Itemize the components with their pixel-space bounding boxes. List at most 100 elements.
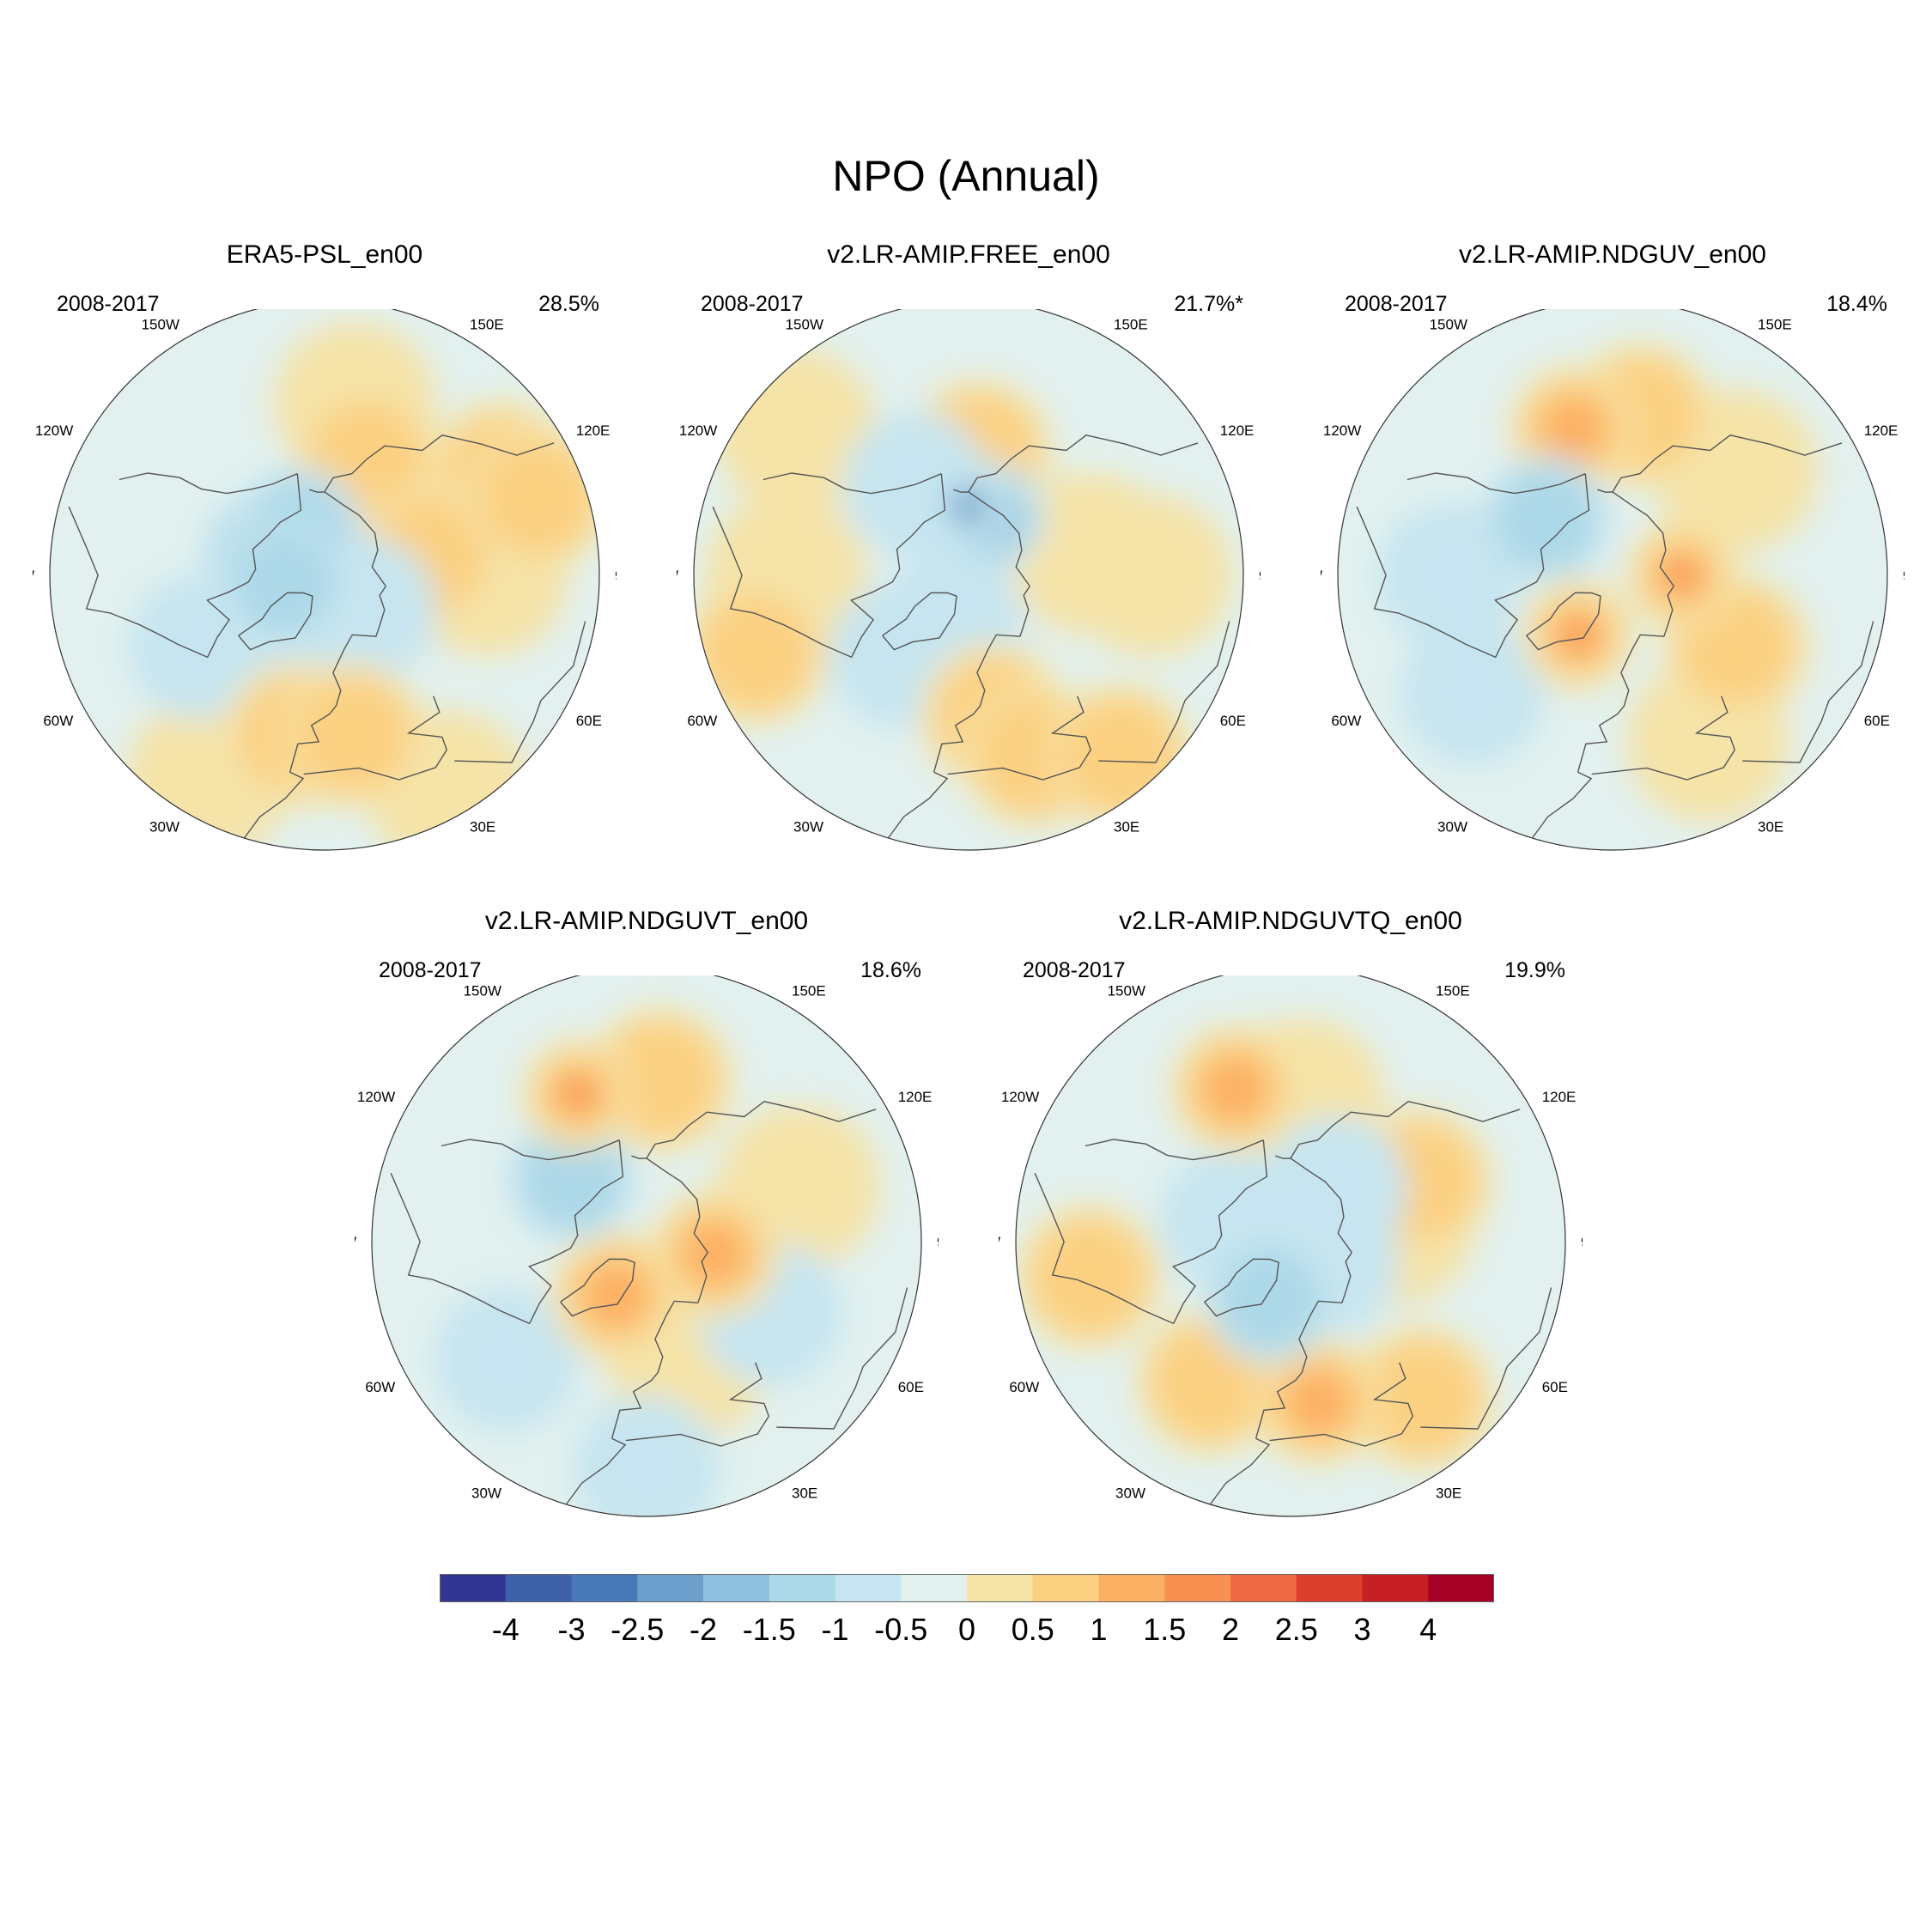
polar-map: 180150E120E90E60E30E030W60W90W120W150W (999, 975, 1583, 1525)
longitude-label: 120E (1864, 422, 1899, 439)
longitude-label: 150W (1430, 316, 1467, 332)
coastline (968, 434, 1199, 493)
panel-percent: 18.4% (1826, 292, 1887, 316)
panel-period: 2008-2017 (57, 292, 160, 316)
longitude-label: 120W (679, 422, 717, 439)
anomaly-contour (562, 1078, 593, 1110)
colorbar: -4 -3 -2.5 -2 -1.5 -1 -0.5 0 0.5 1 1.5 2 2.5 3 4 (440, 1574, 1494, 1647)
colorbar-label: -4 (492, 1612, 519, 1647)
longitude-label: 150W (142, 316, 179, 332)
longitude-label: 30W (1115, 1485, 1145, 1502)
coastline (1204, 1258, 1279, 1317)
anomaly-field (1376, 342, 1820, 823)
coastline (1612, 434, 1843, 493)
colorbar-swatch (901, 1574, 968, 1602)
coastlines (712, 434, 1230, 839)
anomaly-contour (520, 1127, 623, 1230)
coastline (1098, 621, 1230, 763)
colorbar-swatch (1164, 1574, 1231, 1602)
colorbar-label: 2 (1222, 1612, 1239, 1647)
coastline (1275, 1155, 1352, 1254)
panel-percent: 21.7%* (1174, 292, 1243, 316)
longitude-label: 30W (149, 819, 179, 835)
colorbar-swatch (835, 1574, 902, 1602)
longitude-label: 0 (642, 1524, 650, 1525)
longitude-label: 90E (937, 1234, 939, 1250)
colorbar-swatch (440, 1574, 507, 1602)
panel-era5: ERA5-PSL_en00 2008-2017 28.5% 180150E120… (33, 240, 617, 876)
anomaly-field (125, 321, 599, 850)
coastline (289, 586, 386, 773)
colorbar-swatch (571, 1574, 638, 1602)
longitude-label: 60E (576, 713, 602, 729)
anomaly-contour (1201, 1055, 1269, 1123)
coastline (712, 473, 946, 659)
longitude-label: 60W (1009, 1379, 1039, 1395)
colorbar-label: 4 (1419, 1612, 1437, 1647)
polar-map: 180150E120E90E60E30E030W60W90W120W150W (677, 309, 1261, 859)
colorbar-swatch (1362, 1574, 1429, 1602)
coastline (118, 472, 298, 495)
colorbar-label: 3 (1353, 1612, 1370, 1647)
colorbar-label: -3 (557, 1612, 585, 1647)
map-boundary (371, 975, 922, 1517)
panel-title: v2.LR-AMIP.FREE_en00 (827, 240, 1110, 269)
panel-title: v2.LR-AMIP.NDGUVT_en00 (484, 907, 809, 935)
anomaly-field (433, 1006, 881, 1516)
panel-percent: 19.9% (1504, 958, 1565, 982)
longitude-label: 120E (1542, 1089, 1577, 1105)
longitude-label: 60W (43, 713, 73, 729)
coastline (1084, 1139, 1264, 1161)
panel-period: 2008-2017 (1345, 292, 1448, 316)
longitude-label: 60E (1864, 713, 1890, 729)
panel-title: ERA5-PSL_en00 (226, 240, 423, 269)
coastline (1034, 1139, 1268, 1325)
colorbar-label: -2 (690, 1612, 717, 1647)
longitude-label: 90E (615, 568, 617, 584)
coastline (1420, 1287, 1552, 1430)
coastline (560, 1258, 635, 1317)
coastlines (68, 434, 586, 839)
coastline (631, 1155, 708, 1254)
longitude-label: 30E (470, 819, 495, 835)
coastlines (1034, 1101, 1552, 1505)
longitude-label: 30W (471, 1485, 501, 1502)
colorbar-label: -1.5 (743, 1612, 796, 1647)
coastline (953, 489, 1030, 587)
longitude-label: 0 (964, 858, 972, 859)
coastline (303, 696, 448, 781)
panel-free: v2.LR-AMIP.FREE_en00 2008-2017 21.7%* 18… (677, 240, 1261, 876)
longitude-label: 150W (1108, 982, 1145, 999)
map-boundary (1337, 309, 1888, 851)
anomaly-contour (1285, 1368, 1352, 1436)
colorbar-label: 0.5 (1012, 1612, 1054, 1647)
colorbar-swatch (1230, 1574, 1297, 1602)
colorbar-label: 1.5 (1143, 1612, 1186, 1647)
panel-period: 2008-2017 (701, 292, 804, 316)
longitude-label: 120W (1323, 422, 1361, 439)
colorbar-swatch (967, 1574, 1034, 1602)
figure-title: NPO (Annual) (832, 152, 1100, 200)
colorbar-swatch (1296, 1574, 1363, 1602)
anomaly-contour (1399, 619, 1546, 766)
coastline (762, 472, 942, 495)
colorbar-swatch (637, 1574, 704, 1602)
polar-map: 180150E120E90E60E30E030W60W90W120W150W (355, 975, 939, 1525)
longitude-label: 120W (1001, 1089, 1039, 1105)
coastline (1531, 771, 1593, 839)
colorbar-swatch (1032, 1574, 1099, 1602)
coastline (238, 592, 313, 651)
coastline (1526, 592, 1601, 651)
longitude-label: 90E (1903, 568, 1905, 584)
longitude-label: 90W (355, 1234, 356, 1250)
longitude-label: 150W (786, 316, 823, 332)
panel-period: 2008-2017 (379, 958, 482, 982)
coastline (324, 434, 555, 493)
panel-ndguvt: v2.LR-AMIP.NDGUVT_en00 2008-2017 18.6% 1… (355, 907, 939, 1542)
longitude-label: 60W (687, 713, 717, 729)
anomaly-contour (1062, 698, 1178, 814)
coastline (1255, 1252, 1352, 1439)
colorbar-label: 0 (958, 1612, 975, 1647)
coastline (565, 1437, 627, 1505)
anomaly-contour (1495, 468, 1597, 570)
